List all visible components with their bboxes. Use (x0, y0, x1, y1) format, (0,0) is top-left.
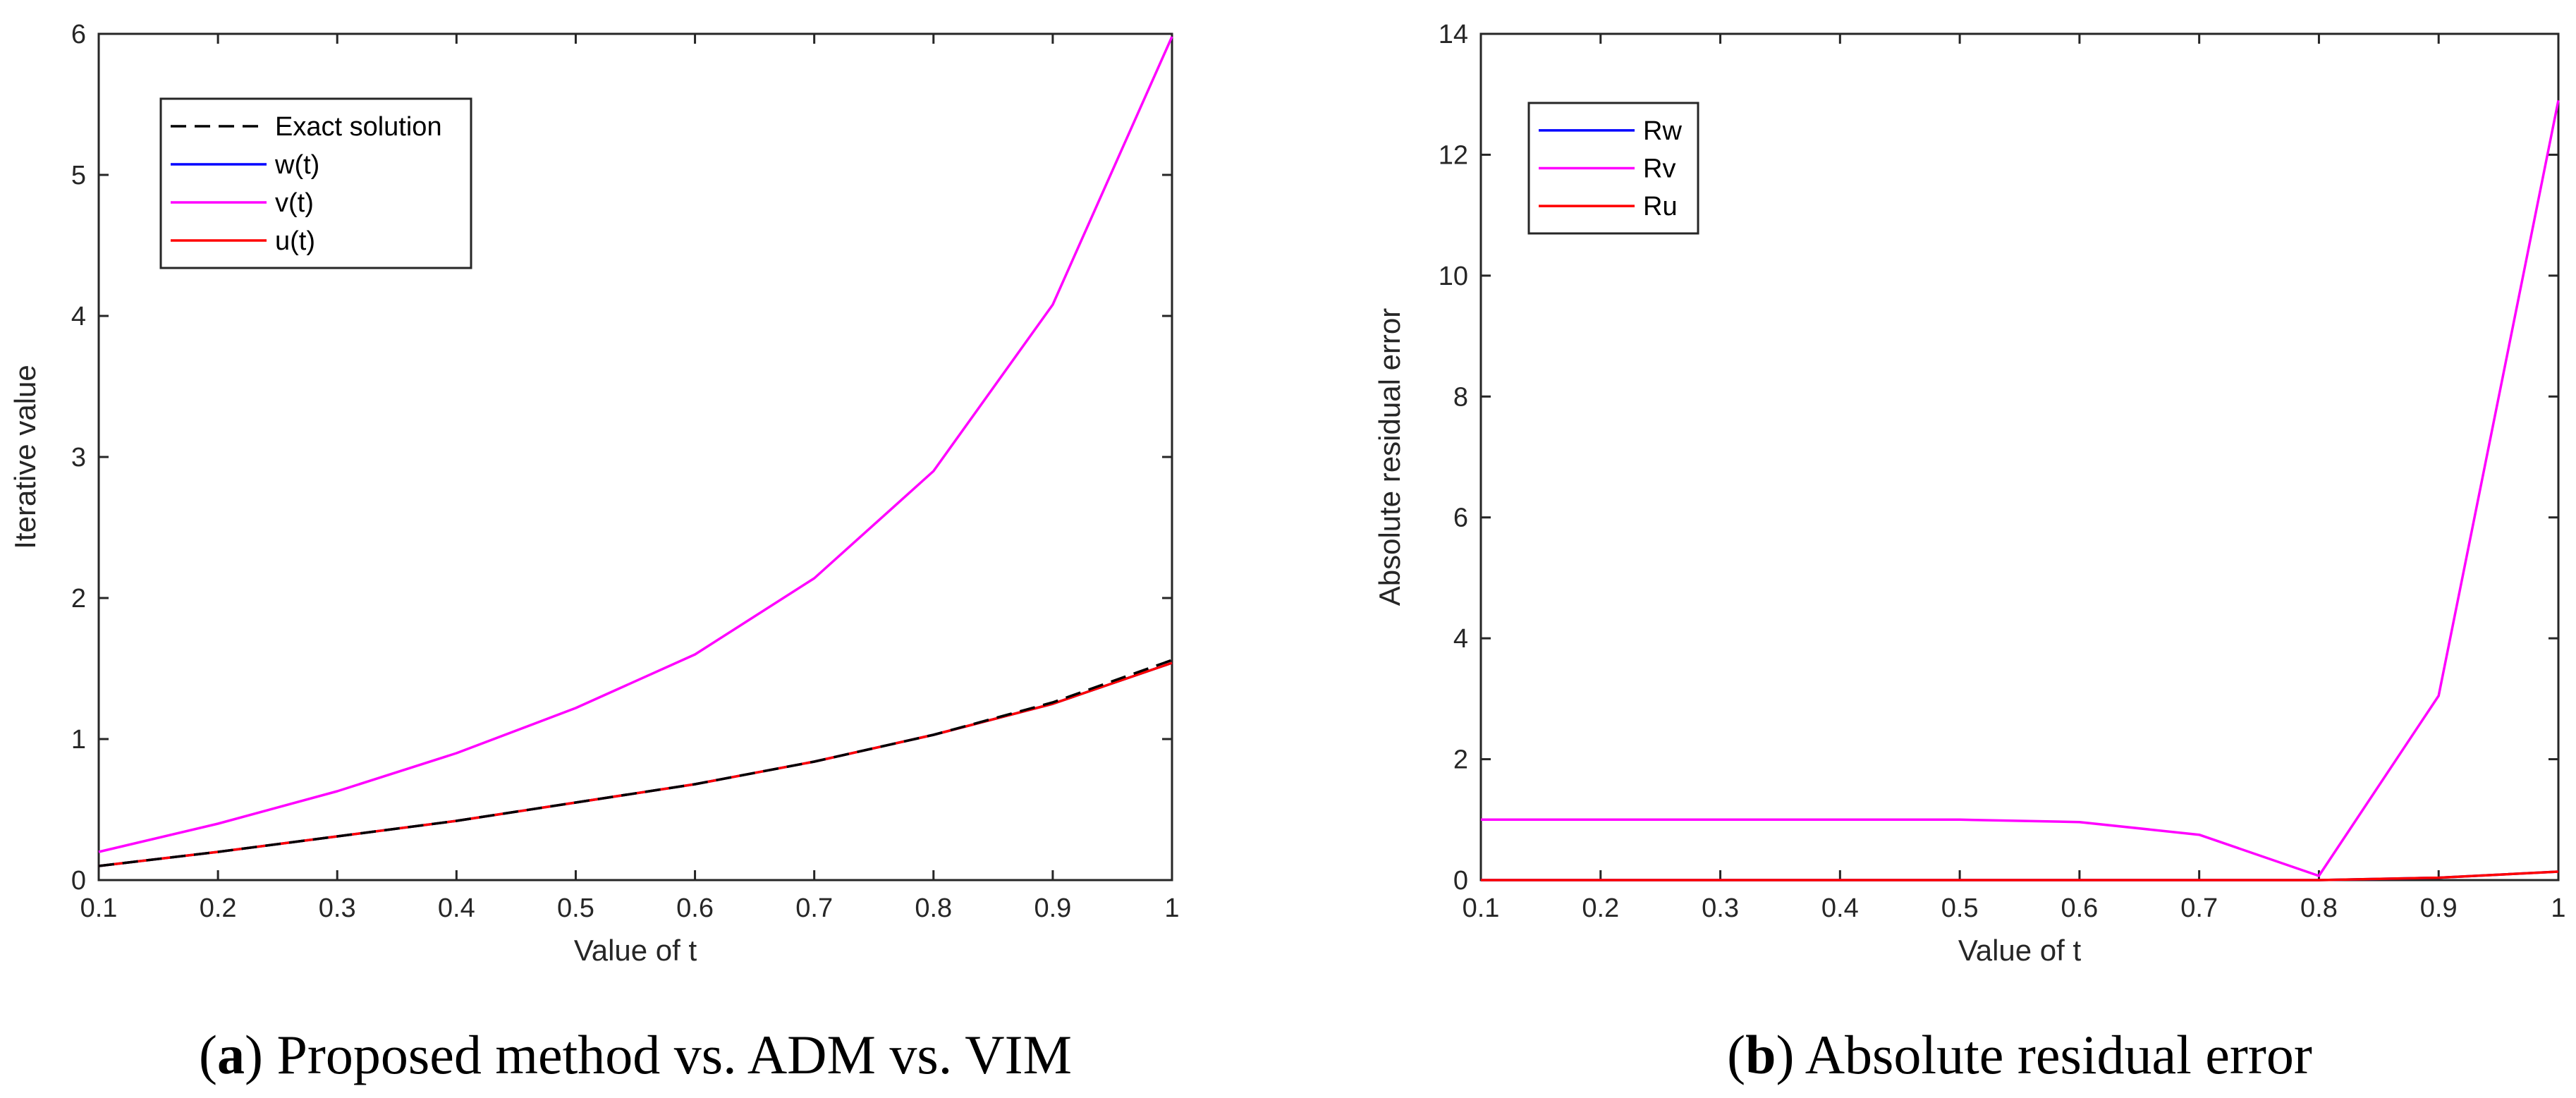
x-tick-label: 0.5 (557, 893, 594, 923)
y-tick-label: 2 (1453, 745, 1468, 775)
x-tick-label: 0.8 (915, 893, 952, 923)
y-axis-label: Absolute residual error (1373, 308, 1406, 606)
x-tick-label: 0.2 (200, 893, 237, 923)
x-tick-label: 0.4 (438, 893, 475, 923)
x-tick-label: 1 (2551, 893, 2565, 923)
legend: Rw Rv Ru (1527, 102, 1699, 235)
legend: Exact solution w(t) v(t) u(t) (159, 97, 472, 269)
y-tick-label: 0 (1453, 866, 1468, 896)
legend-entry: v(t) (275, 188, 314, 218)
caption-paren-open: ( (199, 1024, 217, 1085)
legend-entry: Rv (1643, 154, 1675, 184)
x-tick-label: 0.8 (2300, 893, 2338, 923)
x-tick-label: 0.3 (1702, 893, 1739, 923)
y-tick-label: 2 (71, 584, 86, 614)
x-tick-label: 0.7 (2180, 893, 2218, 923)
series-line-v-t (98, 36, 1173, 853)
caption-letter: a (217, 1024, 245, 1085)
panel-a: 0.1 0.2 0.3 0.4 0.5 0.6 0.7 0.8 0.9 1 0 1 2 3 4 5 6 Value… (8, 20, 1180, 1085)
legend-entry: Ru (1643, 192, 1678, 221)
x-axis-label: Value of t (574, 934, 697, 967)
y-tick-label: 14 (1439, 20, 1468, 49)
x-tick-label: 0.5 (1941, 893, 1979, 923)
y-tick-label: 0 (71, 866, 86, 896)
caption-paren-close: ) (245, 1024, 276, 1085)
y-tick-label: 6 (1453, 504, 1468, 533)
legend-entry: u(t) (275, 226, 315, 256)
y-tick-label: 4 (71, 302, 86, 331)
x-tick-label: 0.1 (1463, 893, 1500, 923)
x-tick-label: 0.4 (1821, 893, 1859, 923)
caption-text: Proposed method vs. ADM vs. VIM (277, 1024, 1072, 1085)
y-tick-label: 12 (1439, 140, 1468, 170)
legend-entry: w(t) (274, 150, 319, 180)
caption-paren-close: ) (1776, 1024, 1805, 1085)
y-tick-label: 10 (1439, 262, 1468, 291)
x-tick-label: 0.9 (1034, 893, 1071, 923)
y-tick-label: 1 (71, 725, 86, 755)
x-axis-label: Value of t (1958, 934, 2082, 967)
x-tick-label: 0.9 (2420, 893, 2458, 923)
y-tick-label: 3 (71, 443, 86, 472)
caption: (b) Absolute residual error (1727, 1024, 2312, 1085)
x-tick-label: 0.6 (2061, 893, 2098, 923)
series-line-exact-solution (98, 659, 1173, 867)
y-tick-label: 6 (71, 20, 86, 49)
series-line-ru (1481, 870, 2559, 882)
x-tick-label: 0.2 (1582, 893, 1619, 923)
legend-entry: Rw (1643, 116, 1682, 146)
panel-b: 0.1 0.2 0.3 0.4 0.5 0.6 0.7 0.8 0.9 102468101214V… (1373, 20, 2566, 1085)
y-tick-label: 8 (1453, 382, 1468, 412)
x-tick-label: 0.3 (319, 893, 356, 923)
x-tick-label: 0.1 (80, 893, 118, 923)
caption-text: Absolute residual error (1805, 1024, 2312, 1085)
y-tick-label: 5 (71, 161, 86, 190)
caption-letter: b (1745, 1024, 1776, 1085)
legend-entry: Exact solution (275, 112, 442, 142)
caption-paren-open: ( (1727, 1024, 1745, 1085)
caption: (a) Proposed method vs. ADM vs. VIM (199, 1024, 1072, 1085)
y-tick-label: 4 (1453, 624, 1468, 654)
x-tick-label: 0.6 (676, 893, 714, 923)
x-tick-label: 0.7 (795, 893, 833, 923)
x-tick-label: 1 (1164, 893, 1179, 923)
series-line-rv (1481, 99, 2560, 877)
y-axis-label: Iterative value (8, 365, 42, 549)
